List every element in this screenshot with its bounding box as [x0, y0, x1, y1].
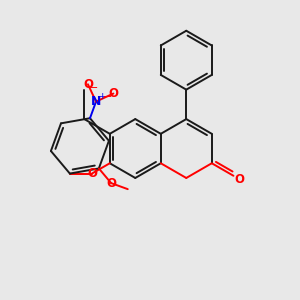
- Text: −: −: [103, 92, 112, 102]
- Text: O: O: [108, 87, 118, 100]
- Text: O: O: [87, 167, 97, 180]
- Text: O: O: [234, 172, 244, 185]
- Text: N: N: [91, 95, 101, 108]
- Text: O: O: [83, 78, 93, 91]
- Text: +: +: [98, 92, 106, 101]
- Text: −: −: [89, 83, 98, 93]
- Text: O: O: [106, 177, 116, 190]
